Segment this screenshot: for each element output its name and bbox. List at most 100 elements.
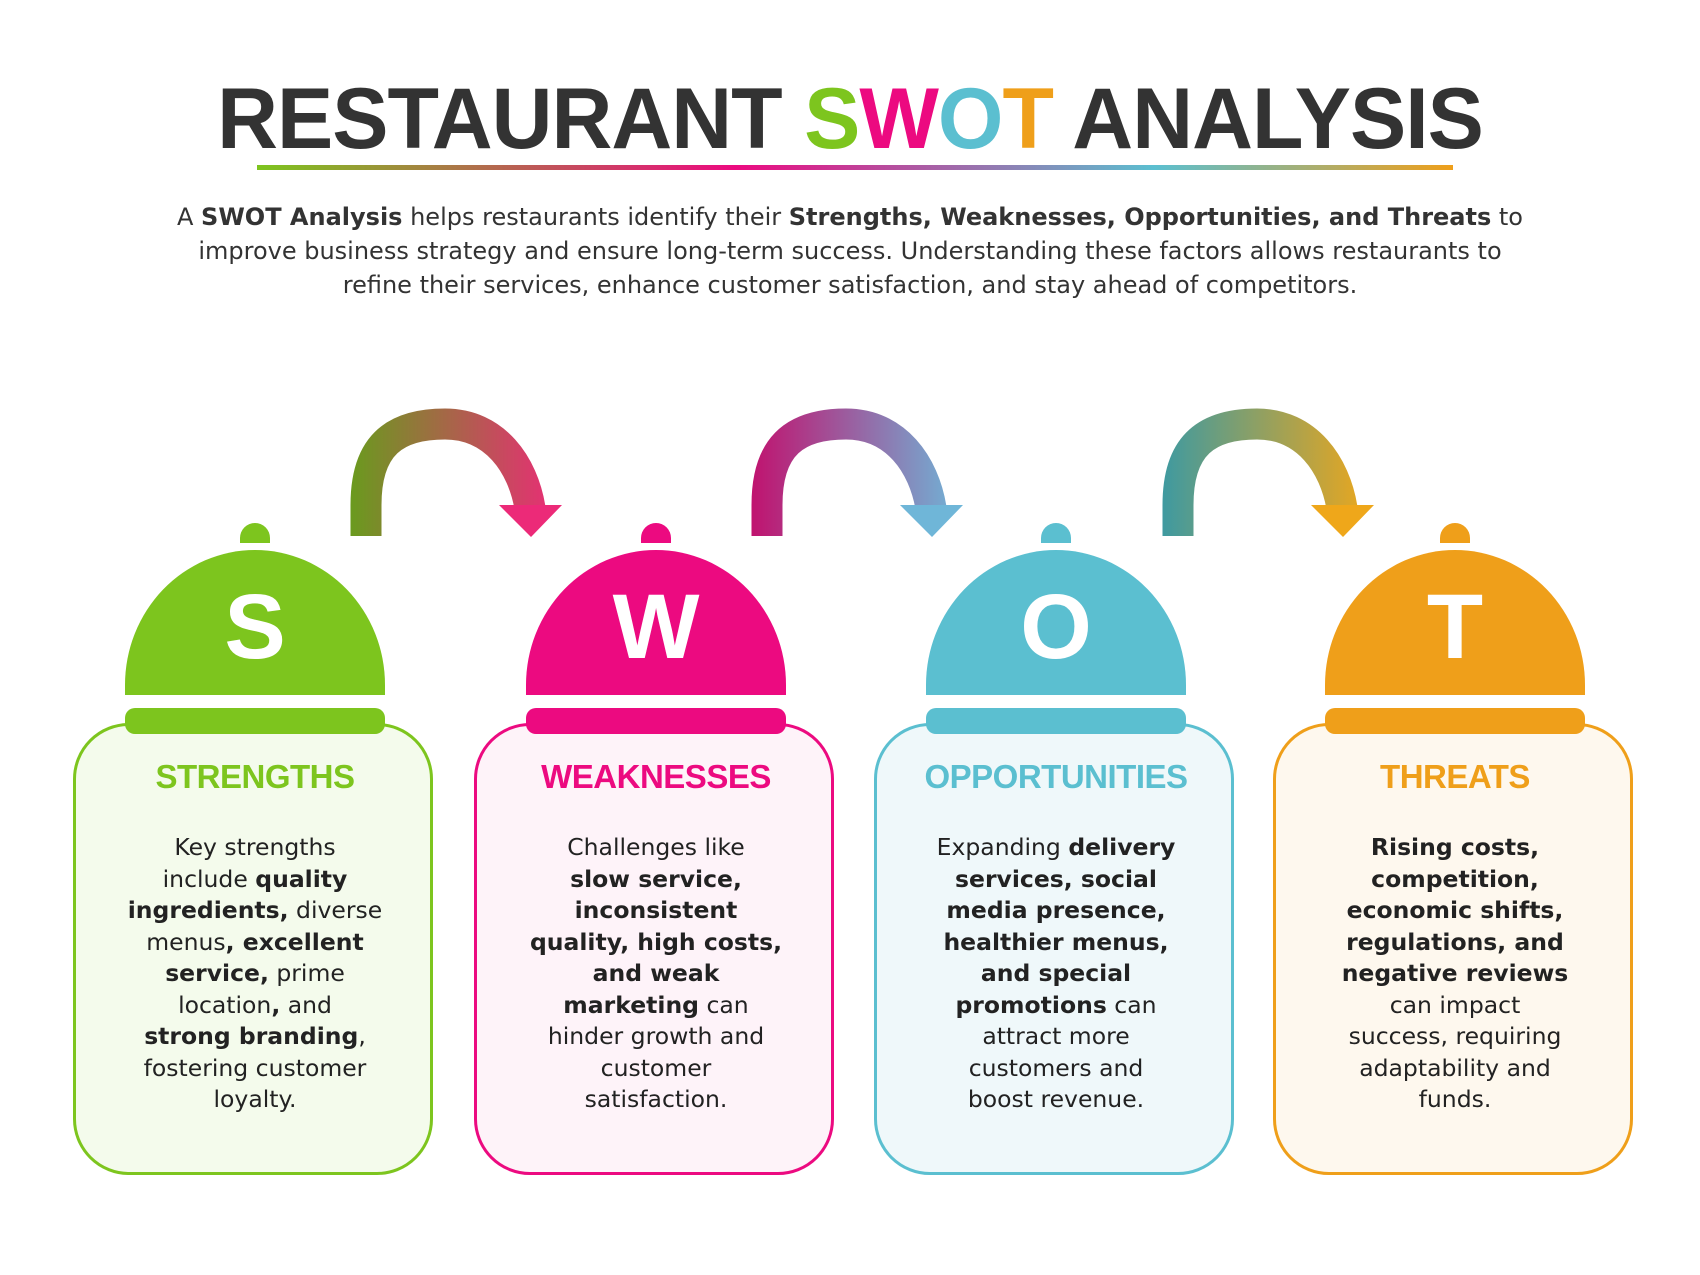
card-line: healthier menus,: [884, 927, 1228, 959]
card-text: marketing: [563, 990, 700, 1019]
card-line: loyalty.: [83, 1084, 427, 1116]
card-text: Challenges like: [567, 833, 745, 861]
card-line: can impact: [1283, 990, 1627, 1022]
card-text: and special: [980, 959, 1132, 987]
cloche-dome-icon: O: [926, 550, 1186, 695]
card-text: Rising costs,: [1370, 833, 1540, 861]
card-text: economic shifts,: [1346, 896, 1564, 924]
arrow-head: [900, 505, 963, 537]
card-line: strong branding,: [83, 1021, 427, 1053]
card-text: Key strengths: [174, 833, 336, 861]
card-line: adaptability and: [1283, 1053, 1627, 1085]
arrow-shaft: [751, 408, 947, 536]
card-text: adaptability and: [1359, 1053, 1551, 1082]
card-line: Challenges like: [484, 832, 828, 864]
card-text: location: [178, 990, 272, 1019]
cloche-dome-icon: T: [1325, 550, 1585, 695]
card-line: Key strengths: [83, 832, 427, 864]
card-line: slow service,: [484, 864, 828, 896]
card-line: funds.: [1283, 1084, 1627, 1116]
card-line: regulations, and: [1283, 927, 1627, 959]
card-text: Expanding: [936, 833, 1069, 861]
card-box: [474, 723, 834, 1175]
card-heading: THREATS: [1380, 758, 1530, 795]
card-text: strong branding: [144, 1022, 359, 1050]
title-t: T: [1002, 71, 1053, 167]
arrow-head: [499, 505, 562, 537]
title-underline: [257, 165, 1453, 170]
card-heading: WEAKNESSES: [541, 758, 771, 795]
card-text: competition,: [1371, 864, 1539, 893]
intro-line: refine their services, enhance customer …: [120, 268, 1580, 302]
card-line: customer: [484, 1053, 828, 1085]
card-body: Expanding delivery services, social media …: [884, 832, 1228, 1116]
card-text: can impact: [1389, 990, 1521, 1019]
card-line: include quality: [83, 864, 427, 896]
card-text: healthier menus,: [943, 927, 1169, 956]
swot-letter: W: [612, 576, 700, 678]
card-heading: OPPORTUNITIES: [924, 758, 1188, 795]
card-box: [73, 723, 433, 1175]
swot-letter: O: [1020, 576, 1092, 678]
card-text: menus: [146, 927, 226, 956]
card-line: hinder growth and: [484, 1021, 828, 1053]
card-line: ingredients, diverse: [83, 895, 427, 927]
card-text: inconsistent: [574, 896, 738, 924]
card-line: attract more: [884, 1021, 1228, 1053]
arrow-head: [1311, 505, 1374, 537]
intro-line: improve business strategy and ensure lon…: [120, 234, 1580, 268]
card-opportunities: O OPPORTUNITIES Expanding delivery servic…: [874, 520, 1238, 1180]
cloche-dome-icon: W: [526, 550, 786, 695]
cloche-knob: [641, 523, 671, 543]
card-line: Expanding delivery: [884, 832, 1228, 864]
curved-arrow-icon: [751, 408, 963, 537]
title-text: ANALYSIS: [1052, 71, 1484, 167]
card-body: Key strengths include quality ingredients,…: [83, 832, 427, 1116]
cloche-base: [526, 708, 786, 734]
card-line: success, requiring: [1283, 1021, 1627, 1053]
card-text: regulations, and: [1346, 927, 1564, 956]
intro-segment: improve business strategy and ensure lon…: [198, 237, 1502, 265]
card-line: and special: [884, 958, 1228, 990]
card-body: Rising costs, competition, economic shifts…: [1283, 832, 1627, 1116]
card-heading: STRENGTHS: [155, 758, 355, 795]
card-text: ,: [271, 990, 281, 1019]
curved-arrow-icon: [350, 408, 562, 537]
card-line: customers and: [884, 1053, 1228, 1085]
card-text: diverse: [288, 896, 383, 924]
cloche-base: [1325, 708, 1585, 734]
card-line: services, social: [884, 864, 1228, 896]
card-text: hinder growth and: [547, 1022, 765, 1050]
card-line: media presence,: [884, 895, 1228, 927]
title-w: W: [859, 71, 939, 167]
card-text: promotions: [955, 990, 1107, 1019]
card-weaknesses: W WEAKNESSES Challenges like slow service…: [474, 520, 838, 1180]
card-text: and weak: [592, 959, 720, 987]
title-text: RESTAURANT: [217, 71, 805, 167]
card-line: quality, high costs,: [484, 927, 828, 959]
card-line: boost revenue.: [884, 1084, 1228, 1116]
intro-line: A SWOT Analysis helps restaurants identi…: [120, 200, 1580, 234]
intro-segment: refine their services, enhance customer …: [342, 271, 1358, 299]
card-text: ,: [358, 1022, 366, 1050]
card-text: , excellent: [225, 927, 364, 956]
cloche-knob: [1440, 523, 1470, 543]
arrow-shaft: [350, 408, 546, 536]
title-o: O: [937, 71, 1004, 167]
cloche-dome-icon: S: [125, 550, 385, 695]
card-text: satisfaction.: [584, 1085, 728, 1113]
card-threats: T THREATS Rising costs, competition, econo…: [1273, 520, 1637, 1180]
intro-segment: SWOT Analysis: [201, 203, 403, 231]
card-text: include: [162, 864, 256, 893]
card-text: quality, high costs,: [529, 927, 783, 956]
card-line: location, and: [83, 990, 427, 1022]
card-line: satisfaction.: [484, 1084, 828, 1116]
card-line: Rising costs,: [1283, 832, 1627, 864]
card-text: quality: [255, 864, 348, 893]
card-text: and: [280, 990, 332, 1019]
card-line: service, prime: [83, 958, 427, 990]
card-line: and weak: [484, 958, 828, 990]
card-text: services, social: [955, 864, 1157, 893]
card-text: success, requiring: [1348, 1022, 1562, 1050]
